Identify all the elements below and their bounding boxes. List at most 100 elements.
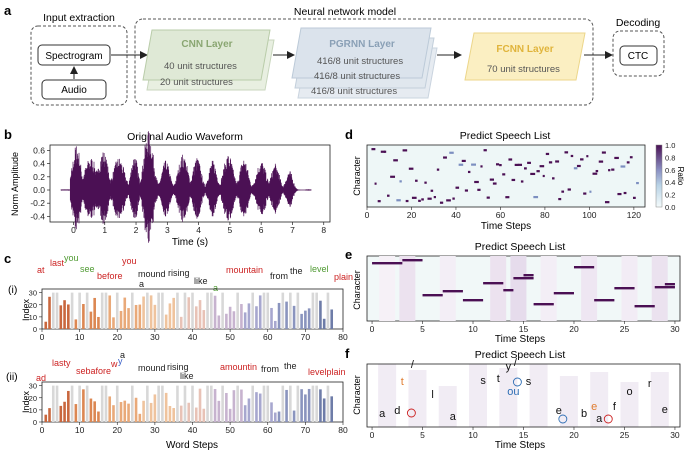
letter-mark: t xyxy=(401,376,404,388)
index-ytick-label: 10 xyxy=(29,313,37,322)
heat-d-cell xyxy=(576,164,581,168)
index-bar xyxy=(97,316,100,329)
index-bar xyxy=(59,305,63,329)
word-i: the xyxy=(290,266,303,276)
index-bar xyxy=(307,388,311,422)
index-bar xyxy=(285,301,288,329)
waveform-xlabel: Time (s) xyxy=(172,237,208,248)
index-bar xyxy=(202,408,206,422)
index-bar xyxy=(153,304,157,329)
index-ylabel-ii: Index xyxy=(21,390,31,413)
index-bar xyxy=(161,385,164,422)
letters-f-column xyxy=(499,368,518,427)
letter-mark: l xyxy=(431,389,433,401)
heat-d-cell xyxy=(552,177,555,180)
letters-f-xlabel: Time Steps xyxy=(495,440,545,451)
heat-d-cell xyxy=(626,161,630,164)
index-bar xyxy=(326,292,330,329)
index-bar xyxy=(70,292,74,329)
index-bar xyxy=(262,292,266,329)
panel-label-c: c xyxy=(4,251,11,266)
word-ii: amountin xyxy=(220,362,257,372)
word-i: you xyxy=(64,253,79,263)
heat-d-cell xyxy=(570,154,574,158)
index-xlabel: Word Steps xyxy=(166,440,218,451)
index-bar xyxy=(307,308,311,329)
index-bar xyxy=(168,406,172,422)
heat-d-xtick-label: 0 xyxy=(365,210,370,220)
index-bar xyxy=(142,296,145,329)
heat-d-cell xyxy=(598,160,604,163)
index-bar xyxy=(183,385,187,422)
index-bar xyxy=(138,413,142,422)
heat-d-cell xyxy=(387,194,390,197)
heat-d-cell xyxy=(436,168,440,171)
heat-d-cell xyxy=(399,180,402,183)
heat-e-cell xyxy=(513,277,534,280)
index-bar xyxy=(292,410,296,422)
ctc-label: CTC xyxy=(628,51,649,62)
index-bar xyxy=(85,292,89,329)
index-bar xyxy=(270,402,273,422)
index-bar xyxy=(322,398,326,422)
heat-e-xtick-label: 25 xyxy=(620,324,630,334)
letters-f-column xyxy=(378,364,397,427)
letters-f-xtick-label: 25 xyxy=(620,430,630,440)
index-bar xyxy=(82,304,85,329)
cnn-layer-front xyxy=(142,29,271,81)
heat-d-cell xyxy=(592,172,598,175)
index-bar xyxy=(89,311,93,329)
index-bar xyxy=(194,407,198,422)
decoding-label: Decoding xyxy=(616,17,661,29)
index-bar xyxy=(330,309,334,329)
letter-mark: b xyxy=(581,408,587,420)
audio-label: Audio xyxy=(61,85,87,96)
heat-e-cell xyxy=(462,299,484,302)
pgrnn-line1: 416/8 unit structures xyxy=(317,56,403,67)
heat-d-cell xyxy=(555,160,560,163)
heat-d-cell xyxy=(495,163,500,166)
waveform-ytick-label: 0.0 xyxy=(33,185,45,195)
heat-d-cell xyxy=(527,161,531,164)
cnn-title: CNN Layer xyxy=(181,39,232,50)
heat-d-cell xyxy=(583,192,587,195)
heat-d-cell xyxy=(636,181,639,185)
index-ytick-label: 20 xyxy=(29,394,37,403)
ctc-box xyxy=(619,45,658,66)
heat-d-cell xyxy=(380,150,386,153)
heat-d-cell xyxy=(433,195,436,199)
letter-mark: e xyxy=(556,405,562,417)
waveform-ylabel: Norm Amplitude xyxy=(10,152,20,216)
index-bar xyxy=(108,295,112,329)
heat-d-cell xyxy=(418,199,421,202)
letter-mark: a xyxy=(450,411,457,423)
letter-mark: y xyxy=(506,361,512,373)
word-i: mountain xyxy=(226,265,263,275)
heat-d-cell xyxy=(461,159,466,163)
index-bar xyxy=(149,402,153,422)
index-bar xyxy=(296,292,300,329)
heatmap-e-title: Predict Speech List xyxy=(475,241,566,253)
waveform-path xyxy=(60,131,312,243)
heat-d-cell xyxy=(492,182,497,185)
index-bar xyxy=(330,396,334,422)
index-bar xyxy=(74,404,78,422)
index-bar xyxy=(191,385,194,422)
heat-d-cell xyxy=(514,163,519,167)
index-bar xyxy=(277,411,281,422)
word-ii: a xyxy=(120,350,125,360)
heat-e-cell xyxy=(553,292,574,295)
heat-d-cell xyxy=(443,156,447,159)
heat-d-cell xyxy=(558,197,562,201)
waveform-title: Original Audio Waveform xyxy=(127,131,243,143)
heat-d-xtick-label: 80 xyxy=(540,210,550,220)
index-xtick-label: 20 xyxy=(113,332,123,342)
index-bar xyxy=(134,304,138,329)
heat-d-cell xyxy=(508,158,513,161)
word-i: you xyxy=(122,256,137,266)
index-bar xyxy=(315,292,318,329)
index-bar xyxy=(119,402,123,422)
colorbar-tick-label: 0.2 xyxy=(665,191,675,200)
